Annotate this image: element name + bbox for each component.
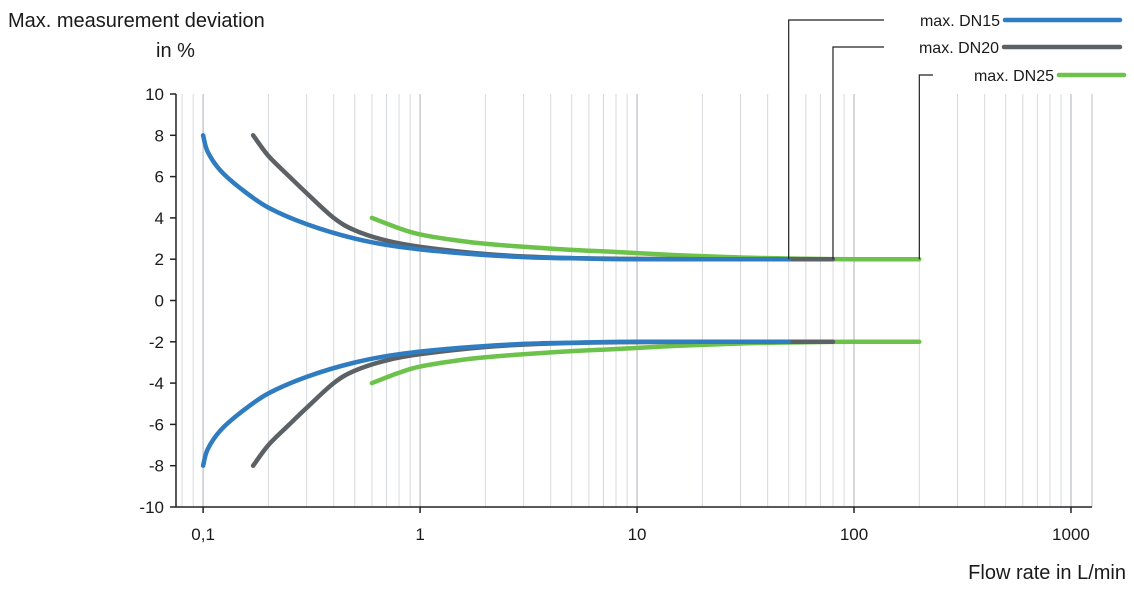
- legend-leader-max-dn15: [788, 19, 884, 260]
- y-axis-label-line-1: Max. measurement deviation: [8, 10, 265, 32]
- y-tick-label: -8: [149, 457, 164, 476]
- series-max-dn15-upper: [200, 133, 791, 262]
- y-tick-label: -4: [149, 374, 164, 393]
- x-tick-label: 10: [628, 525, 647, 544]
- legend-label-max-dn15: max. DN15: [920, 13, 1000, 30]
- y-tick-label: 10: [145, 85, 164, 104]
- x-tick-label: 1000: [1052, 525, 1090, 544]
- legend-label-max-dn20: max. DN20: [919, 40, 999, 57]
- y-tick-label: -6: [149, 415, 164, 434]
- x-tick-label: 100: [840, 525, 868, 544]
- legend-leader-max-dn20: [832, 46, 884, 260]
- y-tick-label: 0: [155, 292, 164, 311]
- y-tick-label: 2: [155, 250, 164, 269]
- y-tick-label: -10: [139, 498, 164, 517]
- legend: max. DN15 max. DN20 max. DN25: [788, 13, 1127, 260]
- series-max-dn20-upper: [250, 133, 836, 262]
- series-lines: [200, 133, 922, 468]
- y-tick-label: -2: [149, 333, 164, 352]
- axes: 10 8 6 4 2 0 -2 -4 -6 -8 -10 0,1 1 10 100 1000: [139, 85, 1092, 544]
- y-tick-label: 6: [155, 168, 164, 187]
- grid-lines: [181, 94, 1093, 507]
- legend-leader-max-dn25: [918, 74, 933, 260]
- series-max-dn20-lower: [250, 339, 836, 468]
- x-axis-label: Flow rate in L/min: [968, 562, 1126, 584]
- x-tick-label: 0,1: [191, 525, 215, 544]
- series-max-dn15-lower: [200, 339, 791, 468]
- legend-label-max-dn25: max. DN25: [974, 68, 1054, 85]
- y-tick-label: 8: [155, 126, 164, 145]
- y-tick-label: 4: [155, 209, 164, 228]
- y-axis-label-line-2: in %: [156, 40, 195, 62]
- x-tick-label: 1: [415, 525, 424, 544]
